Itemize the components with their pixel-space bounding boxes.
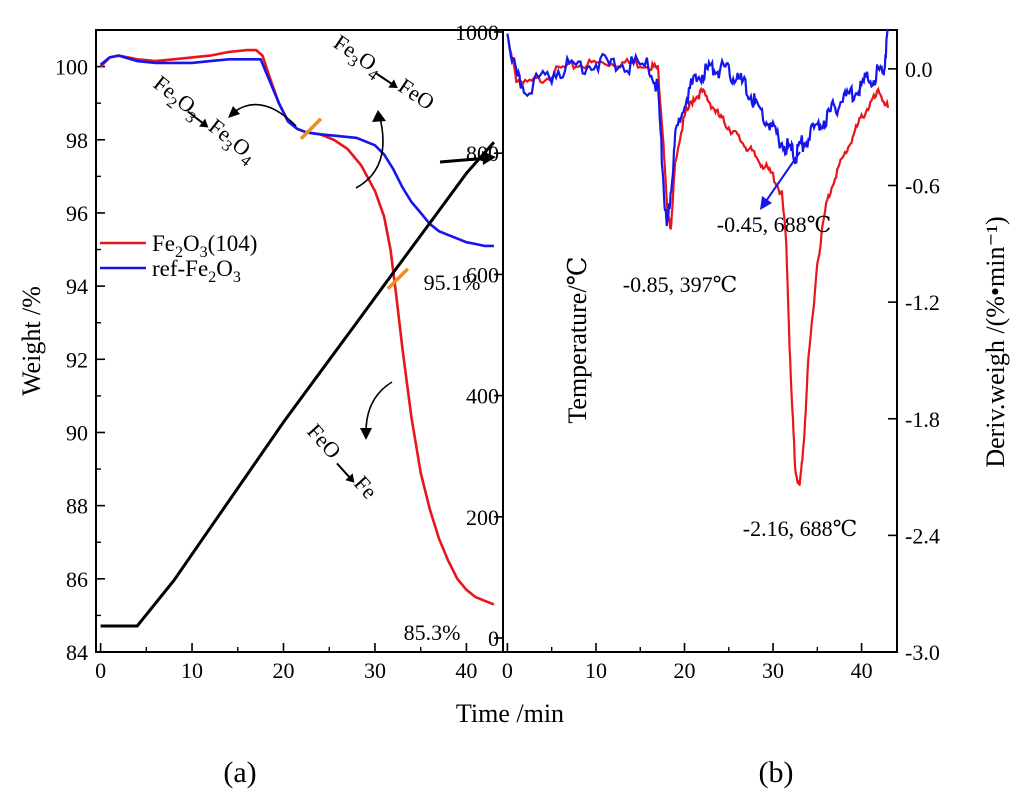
y-tick-label-left-b: 800 xyxy=(466,141,499,166)
temperature-axis-arrow-head xyxy=(482,151,496,165)
annotation-peak-688-fe2o3: -2.16, 688℃ xyxy=(743,516,857,541)
legend-label-fe2o3-104: Fe2O3(104) xyxy=(152,231,257,261)
x-axis-title: Time /min xyxy=(456,699,564,728)
x-tick-label-a: 20 xyxy=(272,658,294,683)
annotation-85-3-percent: 85.3% xyxy=(404,620,461,645)
annotation-fe2o3-to-fe3o4: Fe2O3 Fe3O4 xyxy=(149,70,262,170)
panel-label-a: (a) xyxy=(223,756,256,789)
curved-arrow-1-head xyxy=(228,106,240,118)
arrow-head xyxy=(345,473,355,483)
series-line-fe2o3-104 xyxy=(99,48,495,606)
curved-arrow-3-head xyxy=(360,428,372,440)
x-tick-label-b: 20 xyxy=(674,658,696,683)
y-tick-label-left-b: 0 xyxy=(488,626,499,651)
y-tick-label-a: 84 xyxy=(66,640,88,665)
y-tick-label-right-b: -1.8 xyxy=(905,407,940,432)
y-tick-label-a: 92 xyxy=(66,347,88,372)
annotation-peak-688-ref: -0.45, 688℃ xyxy=(717,212,831,237)
y-tick-label-a: 94 xyxy=(66,274,88,299)
series-line-ref-fe2o3 xyxy=(99,54,494,248)
curved-arrow-2 xyxy=(355,117,384,189)
temperature-axis-arrow xyxy=(439,156,489,164)
stage-marker xyxy=(299,117,323,141)
x-tick-label-b: 40 xyxy=(851,658,873,683)
annotation-peak-397: -0.85, 397℃ xyxy=(623,272,737,297)
y-tick-label-left-b: 200 xyxy=(466,505,499,530)
y-tick-label-right-b: 0.0 xyxy=(905,57,933,82)
x-tick-label-b: 10 xyxy=(585,658,607,683)
panel-label-b: (b) xyxy=(759,756,794,789)
plot-frame-a xyxy=(95,29,504,653)
y-axis-title-left-b: Temperature/℃ xyxy=(563,256,592,423)
curved-arrow-1 xyxy=(233,103,297,127)
label-feo-b: FeO xyxy=(302,419,346,464)
arrow-head xyxy=(199,118,209,128)
y-tick-label-a: 88 xyxy=(66,494,88,519)
x-tick-label-a: 10 xyxy=(181,658,203,683)
y-tick-label-right-b: -1.2 xyxy=(905,290,940,315)
arrow-fe3o4-feo xyxy=(375,72,394,86)
annotation-95-1-percent: 95.1% xyxy=(424,270,481,295)
deriv-line-ref-fe2o3 xyxy=(506,28,889,227)
x-tick-label-a: 40 xyxy=(455,658,477,683)
deriv-line-fe2o3-104 xyxy=(507,38,890,486)
curved-arrow-3 xyxy=(365,381,393,433)
panel-b-derivative-plot: 0 10 20 30 4002004006008001000-3.0-2.4-1.8-1… xyxy=(455,20,1010,789)
arrow-feo-fe xyxy=(336,462,352,479)
y-tick-label-a: 100 xyxy=(55,55,88,80)
label-fe: Fe xyxy=(349,471,382,504)
y-tick-label-right-b: -3.0 xyxy=(905,640,940,665)
label-fe3o4-b: Fe3O4 xyxy=(326,29,387,84)
plot-frame-b xyxy=(502,29,898,653)
y-tick-label-right-b: -2.4 xyxy=(905,523,940,548)
pointer-arrow-ref-head xyxy=(760,196,772,210)
y-tick-label-a: 98 xyxy=(66,128,88,153)
x-tick-label-a: 0 xyxy=(95,658,106,683)
annotation-fe3o4-to-feo: Fe3O4 FeO xyxy=(326,29,439,115)
label-fe3o4: Fe3O4 xyxy=(201,113,262,170)
curved-arrow-2-head xyxy=(372,110,386,122)
stage-marker xyxy=(386,267,410,291)
y-tick-label-a: 96 xyxy=(66,201,88,226)
y-axis-title-a: Weight /% xyxy=(17,286,46,396)
label-feo: FeO xyxy=(394,73,439,115)
legend-a: Fe2O3(104)ref-Fe2O3 xyxy=(100,231,257,286)
y-tick-label-left-b: 1000 xyxy=(455,20,499,45)
x-tick-label-b: 0 xyxy=(502,658,513,683)
y-tick-label-left-b: 600 xyxy=(466,262,499,287)
y-tick-label-a: 90 xyxy=(66,420,88,445)
series-line-temperature xyxy=(100,141,496,628)
x-tick-label-a: 30 xyxy=(364,658,386,683)
legend-label-ref-fe2o3: ref-Fe2O3 xyxy=(152,256,241,286)
pointer-arrow-ref xyxy=(763,151,801,205)
y-tick-label-right-b: -0.6 xyxy=(905,174,940,199)
y-tick-label-left-b: 400 xyxy=(466,384,499,409)
y-tick-label-a: 86 xyxy=(66,567,88,592)
x-tick-label-b: 30 xyxy=(762,658,784,683)
y-axis-title-right-b: Deriv.weigh /(%•min⁻¹) xyxy=(981,216,1010,467)
arrow-fe2o3-fe3o4 xyxy=(187,110,205,125)
arrow-head xyxy=(388,79,398,88)
